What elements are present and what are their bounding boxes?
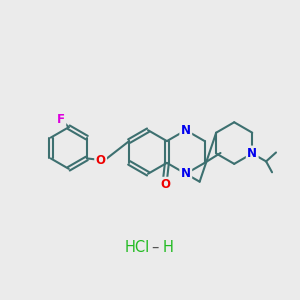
Text: O: O <box>96 154 106 167</box>
Text: N: N <box>181 124 191 137</box>
Text: O: O <box>160 178 170 191</box>
Text: N: N <box>247 147 257 160</box>
Text: HCl: HCl <box>125 240 150 255</box>
Text: N: N <box>181 167 191 180</box>
Text: H: H <box>163 240 174 255</box>
Text: F: F <box>57 113 65 126</box>
Text: –: – <box>151 240 159 255</box>
